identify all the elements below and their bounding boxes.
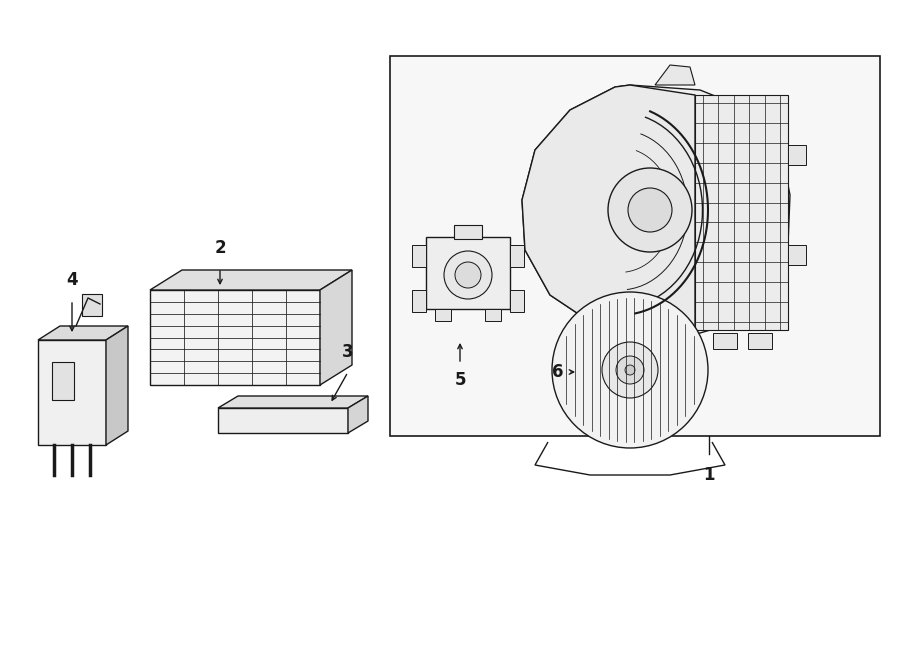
Bar [788, 145, 806, 165]
Polygon shape [522, 85, 695, 335]
Bar [788, 245, 806, 265]
Bar [82, 294, 102, 316]
Bar [748, 333, 772, 349]
Bar [435, 309, 451, 321]
Text: 5: 5 [454, 371, 466, 389]
Circle shape [628, 188, 672, 232]
Text: 6: 6 [553, 363, 563, 381]
Bar [485, 309, 501, 321]
Polygon shape [522, 85, 790, 335]
Bar [510, 290, 524, 312]
Bar [218, 408, 348, 433]
Bar [598, 333, 622, 349]
Bar [390, 56, 880, 436]
Bar [412, 290, 426, 312]
Polygon shape [38, 326, 128, 340]
Polygon shape [218, 396, 368, 408]
Bar [52, 362, 74, 400]
Bar [510, 245, 524, 267]
Circle shape [625, 365, 635, 375]
Polygon shape [150, 270, 352, 290]
Bar [454, 225, 482, 239]
Circle shape [552, 292, 708, 448]
Circle shape [608, 168, 692, 252]
Text: 4: 4 [67, 271, 77, 289]
Circle shape [444, 251, 492, 299]
Bar [695, 95, 788, 330]
Circle shape [616, 356, 644, 384]
Bar [38, 340, 106, 445]
Text: 2: 2 [214, 239, 226, 257]
Text: 1: 1 [703, 466, 715, 484]
Circle shape [455, 262, 481, 288]
Polygon shape [348, 396, 368, 433]
Polygon shape [655, 65, 695, 85]
Circle shape [602, 342, 658, 398]
Polygon shape [106, 326, 128, 445]
Bar [713, 333, 737, 349]
Bar [412, 245, 426, 267]
Bar [426, 237, 510, 309]
Polygon shape [320, 270, 352, 385]
Bar [150, 290, 320, 385]
Text: 3: 3 [342, 343, 354, 361]
Bar [658, 333, 682, 349]
